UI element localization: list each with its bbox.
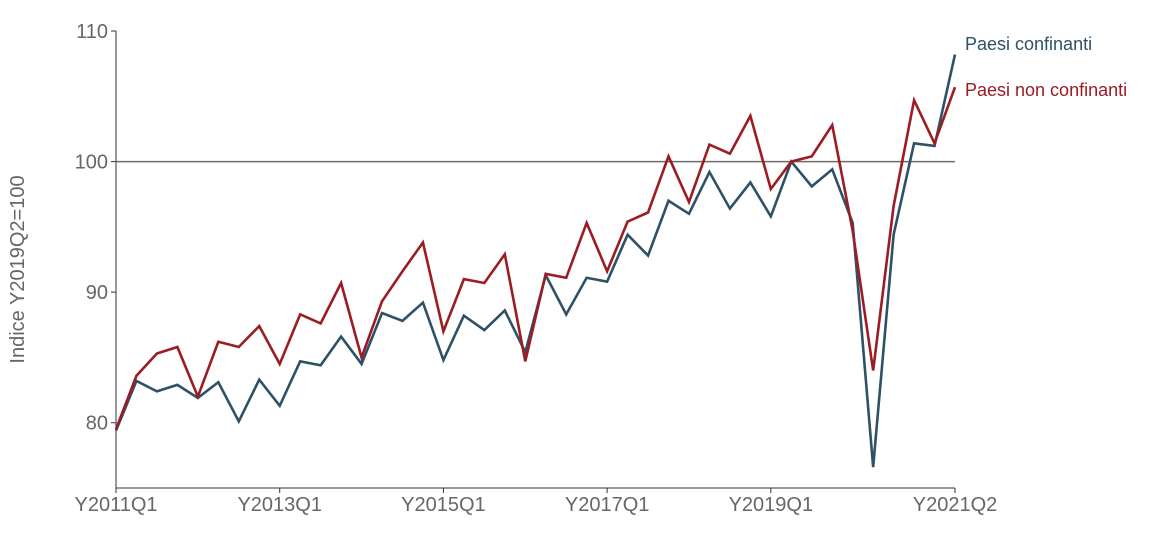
x-tick-label: Y2021Q2 xyxy=(913,494,998,516)
x-tick-label: Y2019Q1 xyxy=(729,494,814,516)
series-group xyxy=(114,54,957,468)
series-line-2 xyxy=(114,86,957,430)
y-tick-label: 80 xyxy=(86,413,108,435)
y-tick-label: 100 xyxy=(75,152,108,174)
legend: Paesi confinanti Paesi non confinanti xyxy=(965,34,1127,100)
series-line-1 xyxy=(114,54,957,468)
legend-label-2: Paesi non confinanti xyxy=(965,80,1127,100)
y-tick-label: 90 xyxy=(86,282,108,304)
y-axis-title: Indice Y2019Q2=100 xyxy=(7,175,29,363)
x-tick-label: Y2013Q1 xyxy=(237,494,322,516)
legend-label-1: Paesi confinanti xyxy=(965,34,1092,54)
x-tick-label: Y2011Q1 xyxy=(74,494,157,516)
y-tick-label: 110 xyxy=(76,21,108,43)
x-tick-label: Y2015Q1 xyxy=(401,494,486,516)
x-tick-label: Y2017Q1 xyxy=(565,494,650,516)
axes: 80 90 100 110 Y2011Q1 Y2013Q1 Y2015Q1 Y2017Q1 Y2… xyxy=(7,21,997,516)
